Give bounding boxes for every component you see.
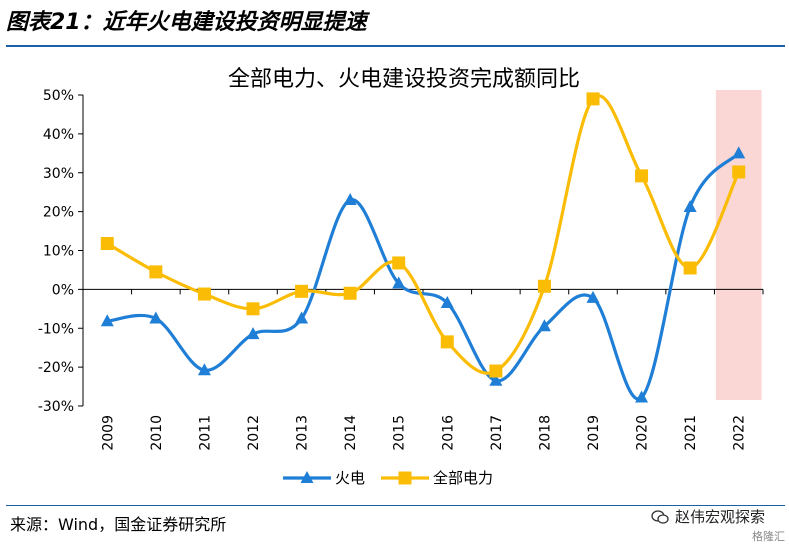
watermark-logo: 格隆汇 — [752, 530, 785, 543]
data-point — [392, 256, 406, 270]
data-point — [440, 295, 454, 308]
y-tick-label: 10% — [43, 244, 74, 260]
chart-title: 全部电力、火电建设投资完成额同比 — [228, 67, 580, 92]
y-tick-label: -30% — [38, 399, 74, 415]
x-tick-label: 2016 — [440, 415, 456, 451]
y-tick-label: 50% — [43, 88, 74, 104]
x-tick-label: 2021 — [683, 415, 699, 451]
source-note: 来源：Wind，国金证券研究所 — [10, 515, 227, 534]
data-point — [246, 302, 260, 316]
data-point — [197, 287, 211, 301]
y-tick-label: 30% — [43, 166, 74, 182]
x-tick-label: 2009 — [100, 415, 116, 451]
series-line — [107, 152, 740, 401]
data-point — [197, 363, 211, 376]
legend-item-total: 全部电力 — [381, 469, 493, 487]
data-point — [586, 290, 600, 303]
data-point — [100, 314, 114, 327]
top-rule — [6, 45, 785, 47]
legend-marker — [300, 471, 314, 483]
legend: 火电 全部电力 — [283, 469, 493, 487]
data-point — [586, 92, 600, 106]
x-tick-label: 2019 — [586, 415, 602, 451]
bottom-rule — [6, 505, 785, 506]
x-tick-label: 2020 — [635, 415, 651, 451]
y-tick-label: 20% — [43, 205, 74, 221]
data-point — [732, 165, 746, 179]
x-tick-label: 2018 — [537, 415, 553, 451]
highlight-band-2022 — [715, 90, 762, 400]
x-tick-label: 2013 — [295, 415, 311, 451]
data-point — [537, 279, 551, 293]
series-layer — [100, 92, 746, 403]
series-total — [100, 92, 746, 378]
data-point — [537, 319, 551, 332]
data-point — [149, 311, 163, 324]
x-tick-label: 2017 — [489, 415, 505, 451]
data-point — [489, 364, 503, 378]
data-point — [100, 237, 114, 251]
y-tick-label: -20% — [38, 360, 74, 376]
legend-item-thermal: 火电 — [283, 469, 365, 487]
series-thermal — [100, 146, 746, 403]
x-axis: 2009 2010 2011 2012 2013 2014 2015 2016 2017 2018… — [82, 288, 764, 451]
x-tick-label: 2014 — [343, 415, 359, 451]
data-point — [295, 284, 309, 298]
data-point — [343, 286, 357, 300]
legend-marker — [398, 471, 412, 485]
legend-label: 火电 — [335, 469, 365, 487]
data-point — [343, 192, 357, 205]
data-point — [732, 146, 746, 159]
watermark: 赵伟宏观探索 — [651, 506, 765, 527]
wechat-icon — [651, 509, 669, 524]
data-point — [392, 276, 406, 289]
figure-title: 图表21：近年火电建设投资明显提速 — [6, 10, 367, 35]
y-tick-label: 0% — [52, 282, 74, 298]
data-point — [246, 327, 260, 340]
watermark-text: 赵伟宏观探索 — [674, 508, 765, 526]
y-tick-label: 40% — [43, 127, 74, 143]
data-point — [683, 199, 697, 212]
data-point — [295, 311, 309, 324]
x-tick-label: 2022 — [732, 415, 748, 451]
x-tick-label: 2011 — [197, 415, 213, 451]
x-tick-label: 2012 — [246, 415, 262, 451]
legend-label: 全部电力 — [433, 469, 493, 487]
data-point — [635, 390, 649, 403]
y-tick-label: -10% — [38, 321, 74, 337]
series-line — [106, 94, 741, 375]
x-tick-label: 2015 — [392, 415, 408, 451]
data-point — [149, 265, 163, 279]
y-axis: 50% 40% 30% 20% 10% 0% -10% -20% -30% — [38, 88, 84, 415]
data-point — [489, 373, 503, 386]
data-point — [635, 169, 649, 183]
x-tick-label: 2010 — [149, 415, 165, 451]
data-point — [440, 335, 454, 349]
data-point — [683, 261, 697, 275]
